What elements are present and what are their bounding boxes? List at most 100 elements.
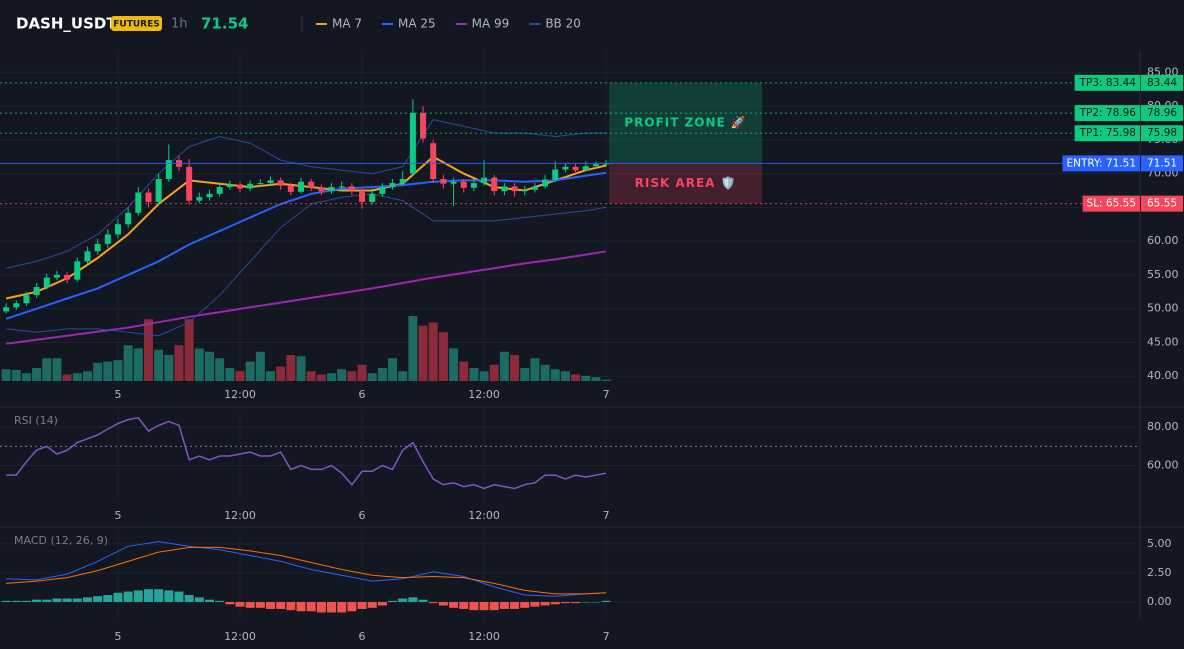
level-tag: TP1: 75.98: [1079, 127, 1136, 139]
volume-bar: [316, 374, 326, 381]
macd-hist: [327, 602, 337, 613]
x-tick-label: 6: [359, 388, 366, 401]
volume-bar: [418, 325, 428, 381]
volume-bar: [581, 375, 591, 381]
candle-body: [359, 190, 366, 202]
candle-body: [64, 274, 71, 280]
candle-body: [145, 192, 152, 202]
volume-bar: [560, 371, 570, 381]
candle-body: [247, 183, 254, 189]
volume-bar: [133, 348, 143, 381]
macd-hist: [479, 602, 489, 611]
volume-bar: [591, 377, 601, 381]
macd-hist: [398, 598, 408, 602]
macd-hist: [52, 598, 62, 602]
y-tick-label: 60.00: [1147, 234, 1179, 247]
candle-body: [206, 193, 213, 198]
level-tag-bg: [1074, 105, 1141, 122]
volume-bar: [357, 364, 367, 381]
candle-body: [125, 212, 132, 225]
candle-body: [267, 180, 274, 184]
level-tag: ENTRY: 71.51: [1067, 157, 1136, 169]
macd-hist: [62, 598, 72, 602]
y-tick-label: 5.00: [1147, 537, 1172, 550]
volume-bar: [276, 366, 286, 381]
volume-bar: [194, 348, 204, 381]
macd-hist: [82, 597, 92, 602]
macd-hist: [357, 602, 367, 609]
macd-hist: [428, 602, 438, 604]
macd-hist: [469, 602, 479, 611]
level-price: 78.96: [1147, 107, 1177, 119]
macd-hist: [32, 599, 42, 602]
macd-hist: [11, 600, 21, 602]
candle-body: [318, 187, 325, 192]
x-tick-label: 12:00: [224, 630, 256, 643]
level-price: 65.55: [1147, 198, 1177, 210]
x-tick-label: 12:00: [468, 509, 500, 522]
level-tag-bg: [1082, 195, 1140, 212]
volume-bar: [255, 351, 265, 381]
candle-body: [582, 166, 589, 171]
volume-bar: [408, 316, 418, 381]
macd-hist: [72, 598, 82, 602]
rsi-line: [6, 416, 607, 490]
volume-bar: [367, 373, 377, 381]
macd-hist: [306, 602, 316, 612]
legend-label: MA 99: [472, 17, 510, 31]
candle-body: [196, 197, 203, 201]
macd-hist: [510, 602, 520, 609]
candle-body: [592, 164, 599, 167]
volume-bar: [377, 368, 387, 381]
y-tick-label: 55.00: [1147, 268, 1179, 281]
zone-label: PROFIT ZONE 🚀: [624, 116, 747, 130]
volume-bar: [93, 362, 103, 381]
level-price: 83.44: [1147, 77, 1177, 89]
candle-body: [186, 166, 193, 201]
macd-hist: [194, 597, 204, 602]
macd-hist: [113, 592, 123, 602]
volume-bar: [347, 371, 357, 381]
volume-bar: [184, 319, 194, 381]
legend-label: BB 20: [545, 17, 581, 31]
candle-body: [420, 112, 427, 139]
macd-hist: [174, 591, 184, 602]
candle-body: [369, 193, 376, 202]
volume-bar: [398, 371, 408, 381]
candle-body: [491, 177, 498, 192]
macd-hist: [276, 602, 286, 609]
volume-bar: [154, 349, 164, 381]
volume-bar: [327, 373, 337, 381]
macd-hist: [530, 602, 540, 607]
volume-bar: [601, 379, 611, 381]
x-tick-label: 12:00: [468, 388, 500, 401]
level-price-bg: [1141, 105, 1183, 122]
volume-bar: [296, 356, 306, 381]
candle-body: [562, 166, 569, 170]
volume-bar: [174, 345, 184, 381]
volume-bar: [32, 368, 42, 381]
candle-body: [277, 180, 284, 186]
macd-hist: [103, 595, 113, 602]
candle-body: [542, 179, 549, 187]
candle-body: [43, 277, 50, 288]
macd-hist: [438, 602, 448, 606]
legend-label: MA 25: [398, 17, 436, 31]
volume-bar: [337, 369, 347, 381]
candle-body: [603, 163, 610, 165]
volume-bar: [428, 322, 438, 381]
macd-hist: [449, 602, 459, 608]
candle-body: [94, 243, 101, 252]
x-tick-label: 5: [114, 509, 121, 522]
candle-body: [450, 181, 457, 184]
macd-hist: [367, 602, 377, 608]
candle-body: [379, 187, 386, 194]
macd-hist: [215, 600, 225, 602]
level-tag: TP3: 83.44: [1079, 77, 1137, 89]
macd-hist: [377, 602, 387, 606]
volume-bar: [113, 360, 123, 381]
candle-body: [298, 181, 305, 192]
macd-hist: [520, 602, 530, 608]
macd-hist: [204, 599, 214, 602]
